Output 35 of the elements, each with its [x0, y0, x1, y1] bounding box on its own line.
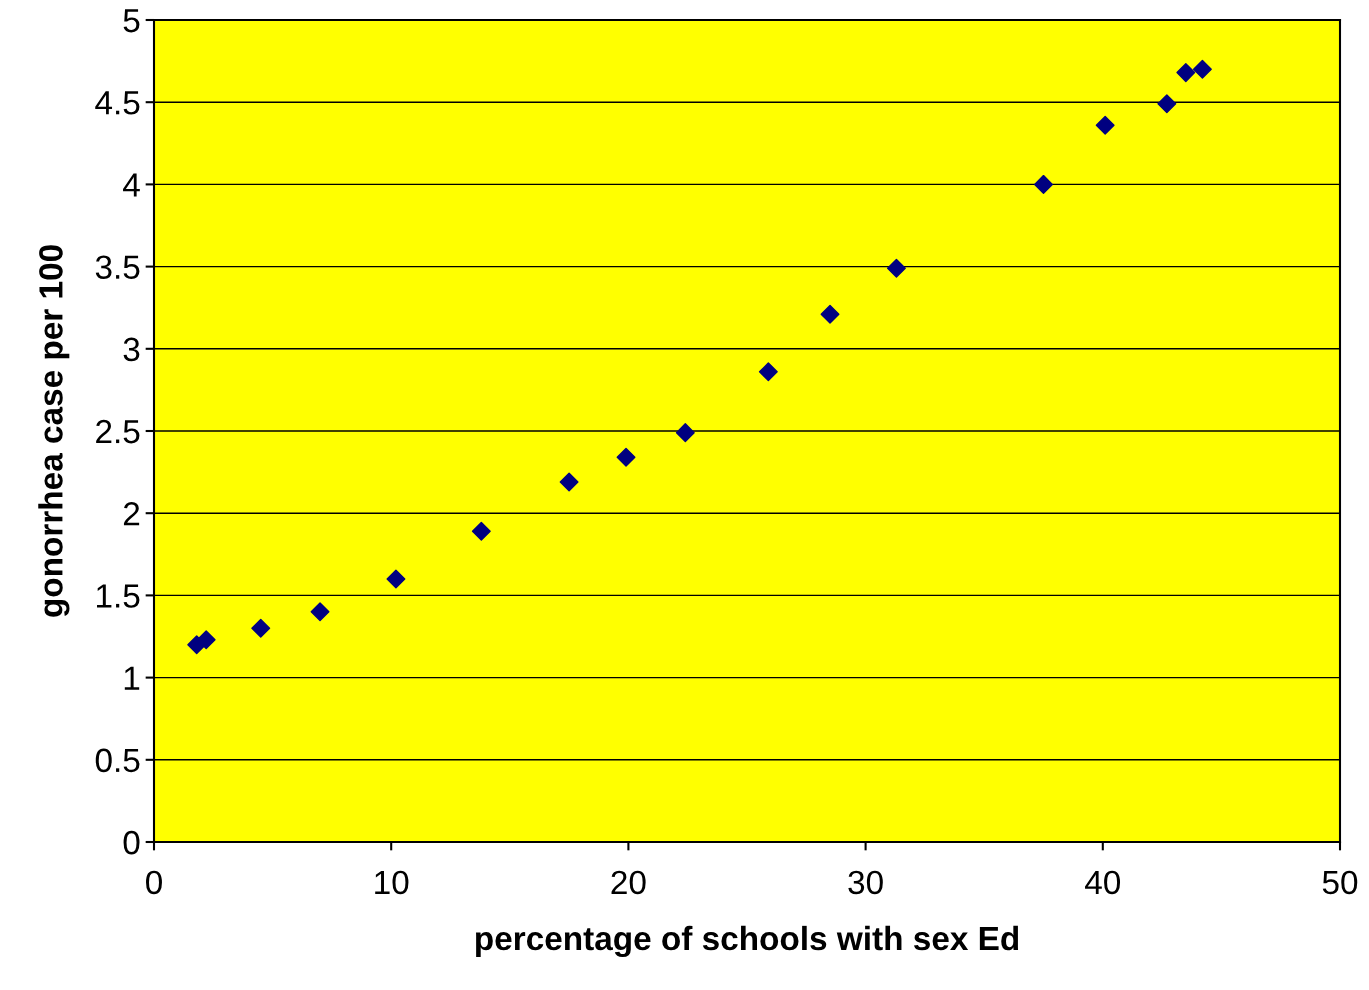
- point: [559, 472, 579, 492]
- x-axis-title: percentage of schools with sex Ed: [476, 925, 1019, 958]
- y-tick-label: 2: [123, 502, 140, 526]
- x-tick-label: 20: [611, 870, 646, 895]
- point: [1192, 59, 1212, 79]
- point: [886, 258, 906, 278]
- y-axis-title: gonorrhea case per 100: [38, 245, 70, 617]
- point: [1157, 94, 1177, 114]
- point: [1095, 115, 1115, 135]
- x-tick-label: 30: [848, 870, 883, 895]
- point: [251, 618, 271, 638]
- point: [310, 602, 330, 622]
- point: [471, 521, 491, 541]
- x-tick-label: 50: [1322, 870, 1358, 895]
- y-tick-label: 4.5: [95, 91, 140, 115]
- y-tick-label: 1.5: [97, 584, 140, 608]
- y-tick-label: 0: [123, 830, 140, 855]
- y-tick-label: 0.5: [95, 748, 140, 773]
- y-tick-label: 4: [123, 173, 140, 197]
- y-tick-label: 2.5: [96, 419, 140, 444]
- x-tick-label: 40: [1085, 870, 1121, 895]
- point: [820, 304, 840, 324]
- y-tick-label: 1: [124, 666, 140, 690]
- point: [196, 630, 216, 650]
- point: [675, 423, 695, 443]
- point: [386, 569, 406, 589]
- y-tick-label: 3.5: [95, 255, 140, 280]
- point: [616, 447, 636, 467]
- y-tick-label: 3: [123, 337, 140, 362]
- point: [1034, 174, 1053, 194]
- x-tick-label: 10: [375, 870, 409, 895]
- point: [758, 362, 778, 382]
- x-tick-label: 0: [146, 870, 162, 895]
- point: [1176, 63, 1196, 83]
- y-tick-label: 5: [123, 9, 140, 33]
